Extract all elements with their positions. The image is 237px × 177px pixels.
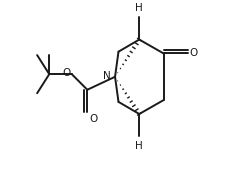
Text: N: N <box>104 72 111 81</box>
Text: H: H <box>135 3 143 13</box>
Text: H: H <box>135 141 143 151</box>
Text: O: O <box>190 48 198 58</box>
Text: O: O <box>62 68 70 78</box>
Text: O: O <box>89 114 97 124</box>
